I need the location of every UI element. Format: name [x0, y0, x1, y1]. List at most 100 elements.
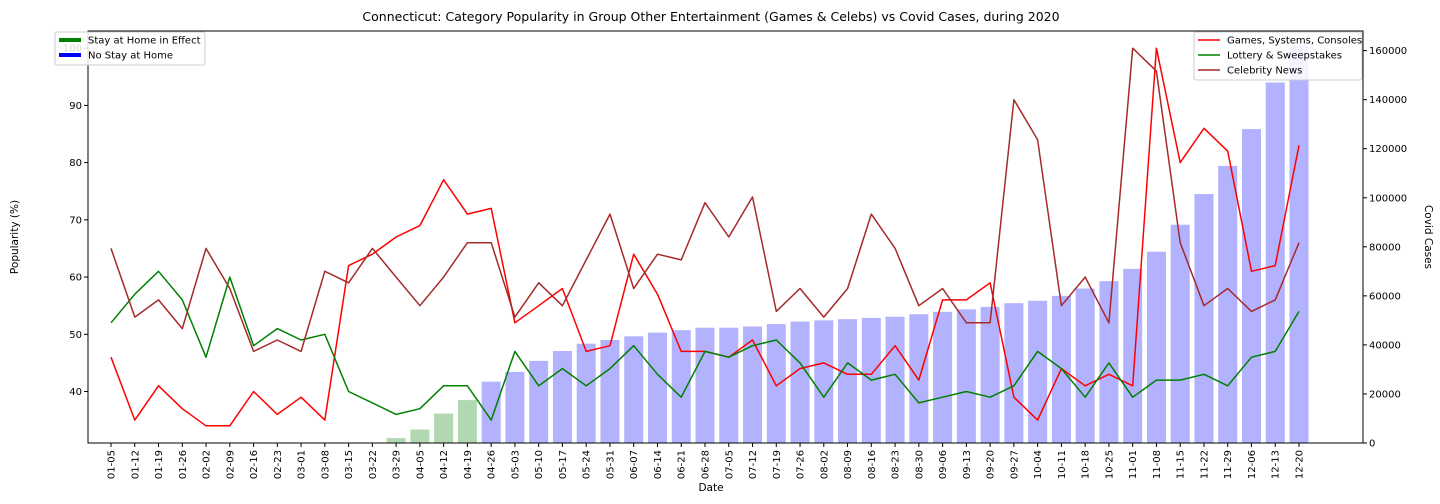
x-tick-label: 11-29 — [1223, 450, 1234, 479]
y2-axis-label: Covid Cases — [1422, 205, 1434, 269]
covid-bar-04-12 — [434, 413, 454, 443]
x-axis: 01-05 01-12 01-19 01-26 02-02 02-09 02-16 02-23… — [107, 443, 1306, 479]
y-axis-left: 405060708090100 — [63, 44, 88, 398]
x-tick-label: 08-02 — [819, 450, 830, 479]
y2-tick-label: 120000 — [1369, 144, 1407, 155]
covid-bar-05-10 — [529, 360, 549, 443]
y-tick-label: 70 — [69, 215, 82, 226]
x-tick-label: 07-12 — [748, 450, 759, 479]
y2-tick-label: 40000 — [1369, 340, 1401, 351]
x-tick-label: 12-06 — [1247, 450, 1258, 479]
x-tick-label: 10-11 — [1057, 450, 1068, 479]
x-tick-label: 08-23 — [891, 450, 902, 479]
covid-bar-06-14 — [647, 332, 667, 443]
covid-bar-10-18 — [1075, 288, 1095, 443]
y2-tick-label: 20000 — [1369, 389, 1401, 400]
x-tick-label: 08-16 — [867, 450, 878, 479]
x-tick-label: 03-29 — [392, 450, 403, 479]
y-axis-label: Popularity (%) — [9, 200, 21, 274]
legend-right-box — [1193, 31, 1363, 81]
x-tick-label: 04-26 — [487, 450, 498, 479]
chart-title: Connecticut: Category Popularity in Grou… — [362, 9, 1059, 24]
bars-layer — [386, 45, 1309, 443]
covid-bar-09-27 — [1004, 303, 1024, 443]
x-tick-label: 08-30 — [914, 450, 925, 479]
x-tick-label: 06-28 — [701, 450, 712, 479]
x-tick-label: 09-27 — [1009, 450, 1020, 479]
legend-right-label: Lottery & Sweepstakes — [1227, 51, 1342, 62]
legend-left-label: No Stay at Home — [88, 51, 173, 62]
x-tick-label: 12-13 — [1271, 450, 1282, 479]
x-axis-label: Date — [698, 482, 723, 494]
y-tick-label: 80 — [69, 158, 82, 169]
x-tick-label: 07-05 — [724, 450, 735, 479]
x-tick-label: 02-16 — [249, 450, 260, 479]
covid-bar-06-28 — [695, 327, 715, 443]
x-tick-label: 04-19 — [463, 450, 474, 479]
x-tick-label: 08-09 — [843, 450, 854, 479]
x-tick-label: 01-19 — [154, 450, 165, 479]
x-tick-label: 04-05 — [415, 450, 426, 479]
y2-tick-label: 80000 — [1369, 242, 1401, 253]
y-tick-label: 40 — [69, 387, 82, 398]
y2-tick-label: 100000 — [1369, 193, 1407, 204]
covid-bar-09-06 — [933, 311, 953, 443]
y2-tick-label: 140000 — [1369, 95, 1407, 106]
covid-bar-10-04 — [1028, 300, 1048, 443]
x-tick-label: 11-15 — [1176, 450, 1187, 479]
y-tick-label: 90 — [69, 101, 82, 112]
y-tick-label: 50 — [69, 330, 82, 341]
covid-bar-04-26 — [481, 381, 501, 443]
x-tick-label: 07-19 — [772, 450, 783, 479]
x-tick-label: 03-01 — [297, 450, 308, 479]
covid-bar-11-15 — [1170, 224, 1190, 443]
covid-bar-07-19 — [766, 324, 786, 443]
x-tick-label: 02-09 — [225, 450, 236, 479]
legend-right-label: Celebrity News — [1227, 66, 1302, 77]
x-tick-label: 09-13 — [962, 450, 973, 479]
series-line-2 — [110, 47, 1300, 353]
covid-bar-09-13 — [956, 309, 976, 443]
covid-bar-04-19 — [457, 400, 477, 443]
covid-bar-10-25 — [1099, 281, 1119, 443]
covid-bar-05-03 — [505, 371, 525, 443]
covid-bar-07-26 — [790, 321, 810, 443]
covid-bar-03-29 — [386, 438, 406, 443]
x-tick-label: 05-24 — [582, 450, 593, 479]
covid-bar-05-24 — [576, 343, 596, 443]
x-tick-label: 10-04 — [1033, 450, 1044, 479]
x-tick-label: 06-07 — [629, 450, 640, 479]
x-tick-label: 05-03 — [510, 450, 521, 479]
covid-bar-06-21 — [671, 330, 691, 443]
covid-bar-08-02 — [814, 320, 834, 443]
covid-bar-05-17 — [552, 351, 572, 443]
x-tick-label: 09-06 — [938, 450, 949, 479]
x-tick-label: 11-08 — [1152, 450, 1163, 479]
y2-tick-label: 160000 — [1369, 46, 1407, 57]
covid-bar-11-08 — [1146, 251, 1166, 443]
covid-bar-04-05 — [410, 429, 430, 443]
covid-bar-08-23 — [885, 316, 905, 443]
x-tick-label: 07-26 — [796, 450, 807, 479]
x-tick-label: 03-08 — [320, 450, 331, 479]
covid-bar-05-31 — [600, 340, 620, 443]
y-axis-right: 0 20000 40000 60000 80000 100000 120000 140000 1… — [1363, 46, 1407, 450]
x-tick-label: 04-12 — [439, 450, 450, 479]
x-tick-label: 03-15 — [344, 450, 355, 479]
covid-bar-06-07 — [624, 336, 644, 443]
x-tick-label: 09-20 — [986, 450, 997, 479]
x-tick-label: 01-12 — [130, 450, 141, 479]
lines-layer — [110, 47, 1300, 427]
plot-frame — [87, 30, 1364, 444]
x-tick-label: 10-25 — [1104, 450, 1115, 479]
covid-bar-12-06 — [1241, 129, 1261, 443]
x-tick-label: 12-20 — [1295, 450, 1306, 479]
x-tick-label: 10-18 — [1081, 450, 1092, 479]
x-tick-label: 06-14 — [653, 450, 664, 479]
covid-bar-11-22 — [1194, 194, 1214, 443]
covid-bar-07-05 — [719, 327, 739, 443]
x-tick-label: 11-01 — [1128, 450, 1139, 479]
x-tick-label: 02-23 — [273, 450, 284, 479]
legend-left-box — [54, 31, 206, 66]
